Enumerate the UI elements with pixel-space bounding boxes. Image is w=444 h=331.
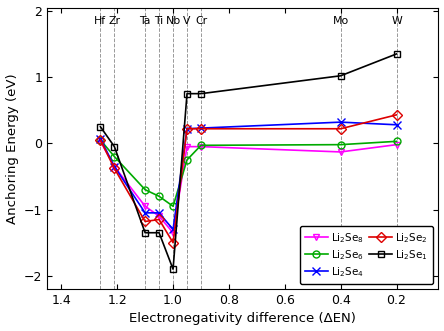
Li$_2$Se$_2$ xyxy=(112,166,117,170)
Li$_2$Se$_1$ xyxy=(112,145,117,149)
Li$_2$Se$_4$ xyxy=(394,123,399,127)
Li$_2$Se$_2$ xyxy=(170,241,176,245)
Li$_2$Se$_4$ xyxy=(143,211,148,215)
X-axis label: Electronegativity difference (ΔEN): Electronegativity difference (ΔEN) xyxy=(130,312,357,325)
Li$_2$Se$_4$ xyxy=(156,211,162,215)
Text: Ti: Ti xyxy=(155,16,164,26)
Li$_2$Se$_2$ xyxy=(143,219,148,223)
Li$_2$Se$_8$ xyxy=(184,145,190,149)
Li$_2$Se$_6$ xyxy=(143,188,148,192)
Li$_2$Se$_1$ xyxy=(156,231,162,235)
Li$_2$Se$_1$ xyxy=(394,52,399,56)
Li$_2$Se$_6$ xyxy=(394,139,399,143)
Li$_2$Se$_2$ xyxy=(394,113,399,117)
Li$_2$Se$_4$ xyxy=(338,120,343,124)
Line: Li$_2$Se$_4$: Li$_2$Se$_4$ xyxy=(96,118,400,234)
Text: Mo: Mo xyxy=(333,16,349,26)
Li$_2$Se$_8$ xyxy=(156,214,162,218)
Text: Ta: Ta xyxy=(139,16,151,26)
Li$_2$Se$_8$ xyxy=(170,231,176,235)
Text: Cr: Cr xyxy=(195,16,207,26)
Text: V: V xyxy=(183,16,191,26)
Li$_2$Se$_1$ xyxy=(184,92,190,96)
Text: Nb: Nb xyxy=(166,16,181,26)
Text: Hf: Hf xyxy=(95,16,107,26)
Y-axis label: Anchoring Energy (eV): Anchoring Energy (eV) xyxy=(6,73,19,224)
Text: W: W xyxy=(391,16,402,26)
Li$_2$Se$_8$ xyxy=(112,165,117,168)
Li$_2$Se$_8$ xyxy=(198,145,204,149)
Li$_2$Se$_6$ xyxy=(170,204,176,208)
Line: Li$_2$Se$_8$: Li$_2$Se$_8$ xyxy=(97,138,400,236)
Li$_2$Se$_8$ xyxy=(338,150,343,154)
Line: Li$_2$Se$_1$: Li$_2$Se$_1$ xyxy=(97,50,400,273)
Li$_2$Se$_6$ xyxy=(156,194,162,198)
Li$_2$Se$_1$ xyxy=(170,267,176,271)
Li$_2$Se$_6$ xyxy=(338,143,343,147)
Li$_2$Se$_1$ xyxy=(98,125,103,129)
Li$_2$Se$_1$ xyxy=(338,74,343,78)
Li$_2$Se$_4$ xyxy=(112,165,117,168)
Li$_2$Se$_4$ xyxy=(170,227,176,231)
Li$_2$Se$_4$ xyxy=(184,127,190,131)
Li$_2$Se$_2$ xyxy=(156,217,162,221)
Li$_2$Se$_6$ xyxy=(98,138,103,142)
Li$_2$Se$_2$ xyxy=(98,138,103,142)
Li$_2$Se$_4$ xyxy=(198,126,204,130)
Li$_2$Se$_1$ xyxy=(143,231,148,235)
Li$_2$Se$_2$ xyxy=(184,127,190,131)
Li$_2$Se$_6$ xyxy=(184,158,190,162)
Li$_2$Se$_2$ xyxy=(198,127,204,131)
Li$_2$Se$_8$ xyxy=(394,143,399,147)
Line: Li$_2$Se$_6$: Li$_2$Se$_6$ xyxy=(97,137,400,210)
Li$_2$Se$_6$ xyxy=(112,155,117,159)
Line: Li$_2$Se$_2$: Li$_2$Se$_2$ xyxy=(97,111,400,246)
Li$_2$Se$_4$ xyxy=(98,137,103,141)
Li$_2$Se$_6$ xyxy=(198,143,204,147)
Li$_2$Se$_8$ xyxy=(143,204,148,208)
Li$_2$Se$_8$ xyxy=(98,139,103,143)
Text: Zr: Zr xyxy=(108,16,120,26)
Li$_2$Se$_1$ xyxy=(198,92,204,96)
Legend: Li$_2$Se$_8$, Li$_2$Se$_6$, Li$_2$Se$_4$, Li$_2$Se$_2$, Li$_2$Se$_1$: Li$_2$Se$_8$, Li$_2$Se$_6$, Li$_2$Se$_4$… xyxy=(300,226,433,284)
Li$_2$Se$_2$ xyxy=(338,127,343,131)
